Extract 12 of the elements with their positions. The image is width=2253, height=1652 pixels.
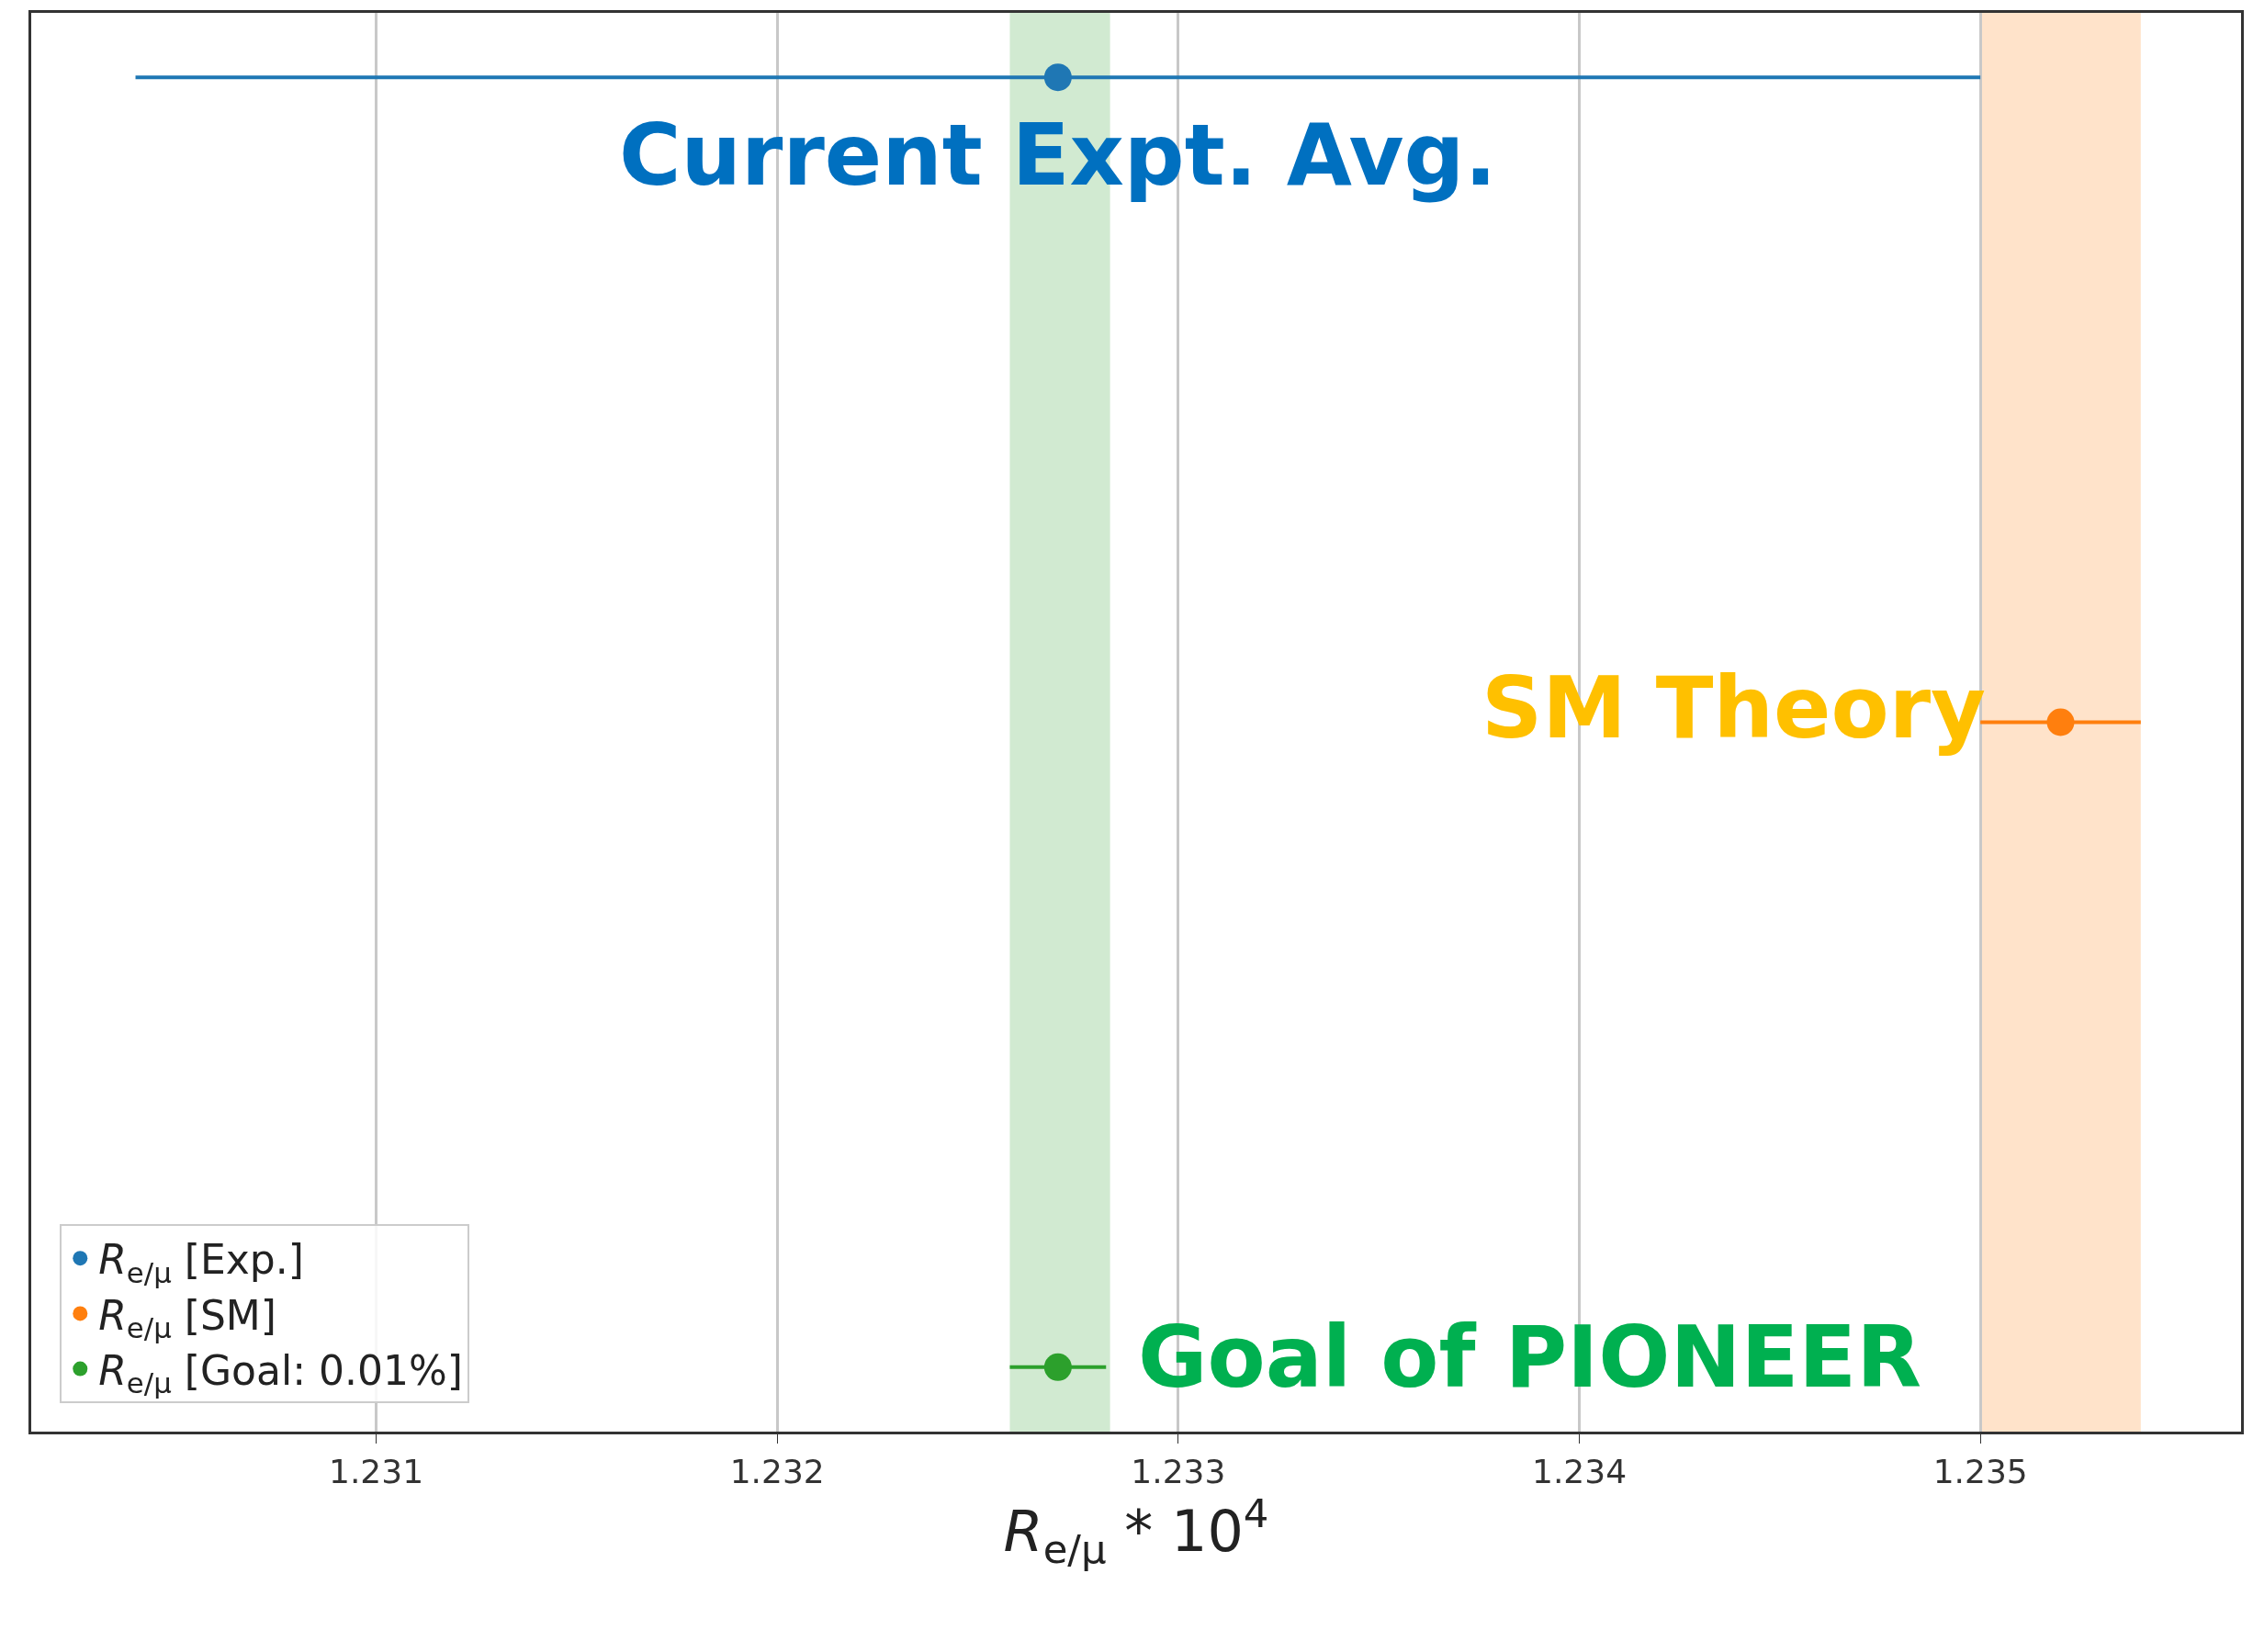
annotation: Current Expt. Avg. [619, 107, 1497, 205]
x-axis-title: R$_{e/μ}$ * 10$^{4}$ [1003, 1490, 1269, 1573]
x-tick-label: 1.235 [1932, 1453, 2028, 1491]
x-tick-label: 1.231 [329, 1453, 424, 1491]
legend-label: R$_{e/μ}$ [Exp.] [98, 1236, 304, 1289]
x-tick-label: 1.234 [1531, 1453, 1628, 1491]
annotation: SM Theory [1481, 659, 1987, 758]
x-tick-label: 1.232 [729, 1453, 825, 1491]
legend-label: R$_{e/μ}$ [Goal: 0.01%] [98, 1346, 463, 1399]
x-tick-label: 1.233 [1131, 1453, 1226, 1491]
legend-label: R$_{e/μ}$ [SM] [98, 1291, 276, 1344]
annotation: Goal of PIONEER [1138, 1309, 1922, 1407]
